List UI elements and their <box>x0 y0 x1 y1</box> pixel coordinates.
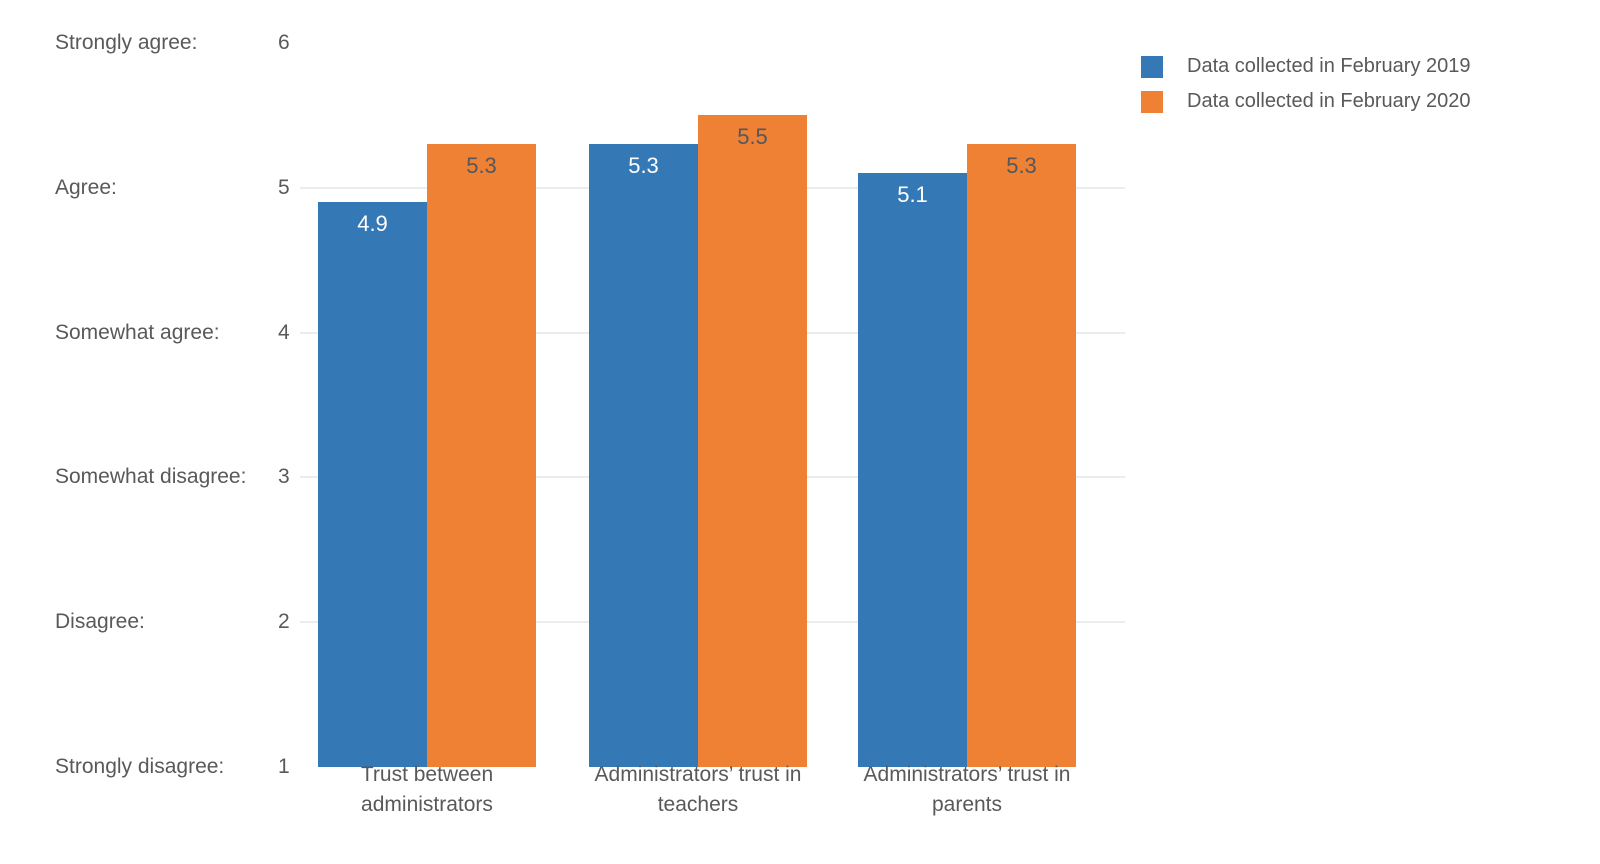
y-tick-number: 2 <box>278 610 290 634</box>
value-label: 5.3 <box>1006 153 1037 179</box>
legend-item: Data collected in February 2019 <box>1141 55 1471 78</box>
bar-2020: 5.5 <box>698 115 807 767</box>
legend-swatch-2020 <box>1141 90 1163 113</box>
value-label: 5.5 <box>737 124 768 150</box>
legend-swatch-2019 <box>1141 55 1163 78</box>
category-label-line: administrators <box>361 793 493 816</box>
category-label-line: Administrators’ trust in <box>594 763 802 786</box>
y-tick-number: 5 <box>278 175 290 199</box>
value-label: 4.9 <box>357 211 388 237</box>
category-label-line: parents <box>931 793 1003 816</box>
bar-2019: 5.1 <box>858 173 967 767</box>
category-label-line: Trust between <box>360 763 494 786</box>
y-tick-label: Strongly disagree: <box>55 755 225 778</box>
bar-2019: 5.3 <box>589 144 698 767</box>
category-label-line: teachers <box>657 793 739 816</box>
legend: Data collected in February 2019 Data coll… <box>1141 55 1471 113</box>
legend-label: Data collected in February 2020 <box>1187 90 1471 112</box>
legend-label: Data collected in February 2019 <box>1187 55 1471 77</box>
y-tick-number: 3 <box>278 465 290 489</box>
category-label: Administrators’ trust in teachers <box>548 760 848 820</box>
y-tick-number: 6 <box>278 31 290 54</box>
category-label: Administrators’ trust in parents <box>817 760 1117 820</box>
value-label: 5.3 <box>628 153 659 179</box>
bar-2020: 5.3 <box>427 144 536 767</box>
y-tick-label: Agree: <box>55 175 117 199</box>
y-tick-number: 1 <box>278 755 290 778</box>
category-label-line: Administrators’ trust in <box>863 763 1071 786</box>
y-tick-number: 4 <box>278 320 290 344</box>
y-tick-label: Strongly agree: <box>55 31 198 54</box>
y-tick-label: Somewhat disagree: <box>55 465 247 489</box>
value-label: 5.3 <box>466 153 497 179</box>
category-label: Trust between administrators <box>277 760 577 820</box>
bar-2020: 5.3 <box>967 144 1076 767</box>
legend-item: Data collected in February 2020 <box>1141 90 1471 113</box>
y-tick-label: Somewhat agree: <box>55 320 220 344</box>
value-label: 5.1 <box>897 182 928 208</box>
y-tick-label: Disagree: <box>55 610 145 634</box>
bar-2019: 4.9 <box>318 202 427 767</box>
